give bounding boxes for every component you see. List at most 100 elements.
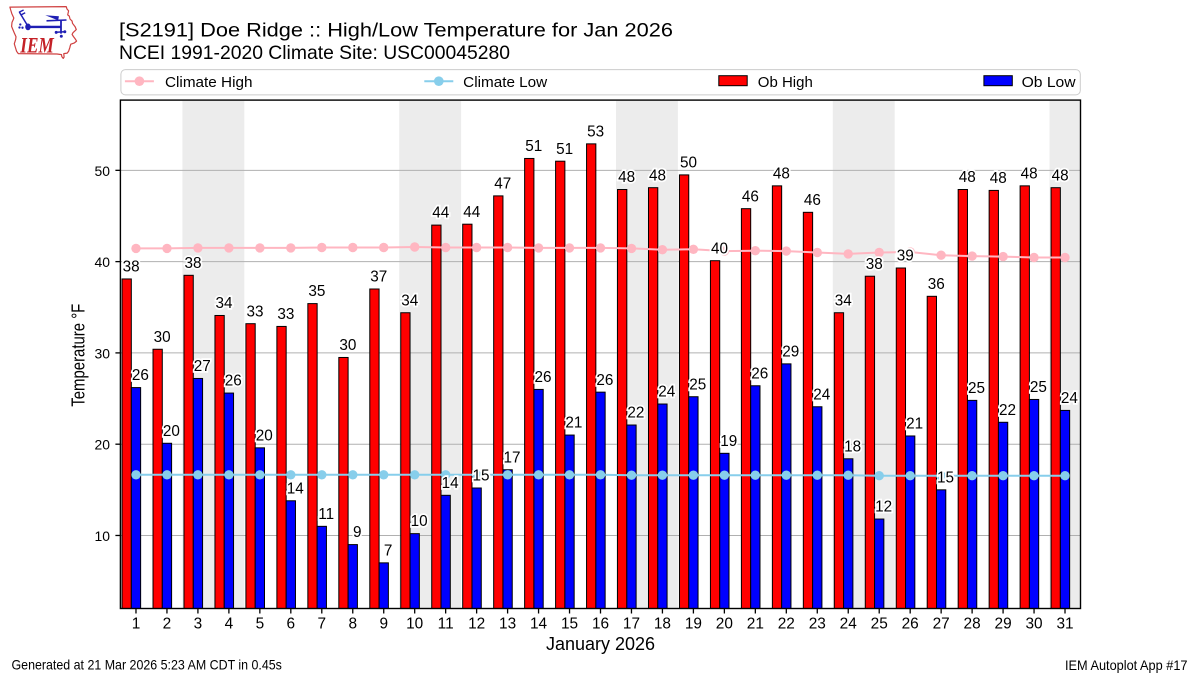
svg-text:9: 9: [379, 615, 388, 632]
svg-text:17: 17: [623, 615, 640, 632]
svg-text:26: 26: [751, 365, 768, 382]
svg-text:30: 30: [95, 345, 111, 361]
svg-text:26: 26: [225, 373, 242, 390]
svg-text:26: 26: [132, 367, 149, 384]
svg-text:[S2191] Doe Ridge :: High/Low: [S2191] Doe Ridge :: High/Low Temperatur…: [119, 19, 673, 41]
svg-text:50: 50: [95, 163, 111, 179]
svg-text:20: 20: [256, 427, 273, 444]
svg-text:20: 20: [716, 615, 733, 632]
svg-text:15: 15: [561, 615, 578, 632]
svg-text:22: 22: [999, 402, 1016, 419]
svg-text:11: 11: [318, 506, 334, 523]
svg-text:8: 8: [348, 615, 357, 632]
svg-text:29: 29: [995, 615, 1012, 632]
svg-text:26: 26: [902, 615, 919, 632]
svg-text:3: 3: [194, 615, 203, 632]
svg-text:48: 48: [1052, 167, 1069, 184]
svg-text:IEM Autoplot App #17: IEM Autoplot App #17: [1065, 657, 1188, 673]
svg-text:37: 37: [370, 269, 387, 286]
svg-text:NCEI 1991-2020 Climate Site: U: NCEI 1991-2020 Climate Site: USC00045280: [119, 42, 510, 64]
svg-text:12: 12: [468, 615, 485, 632]
svg-text:48: 48: [959, 169, 976, 186]
svg-text:21: 21: [565, 415, 582, 432]
svg-text:51: 51: [525, 138, 542, 155]
svg-text:35: 35: [308, 283, 325, 300]
svg-text:1: 1: [132, 615, 141, 632]
svg-text:10: 10: [406, 615, 423, 632]
svg-text:20: 20: [95, 437, 111, 453]
svg-text:34: 34: [835, 292, 853, 309]
svg-text:28: 28: [964, 615, 981, 632]
svg-text:27: 27: [933, 615, 950, 632]
svg-text:19: 19: [720, 433, 737, 450]
svg-text:24: 24: [813, 386, 831, 403]
svg-text:40: 40: [95, 254, 111, 270]
svg-text:15: 15: [472, 468, 489, 485]
svg-text:Climate High: Climate High: [165, 74, 253, 91]
svg-text:10: 10: [95, 528, 111, 544]
svg-text:IEM: IEM: [20, 33, 55, 58]
svg-text:34: 34: [401, 292, 419, 309]
svg-text:44: 44: [463, 204, 481, 221]
svg-text:44: 44: [432, 205, 450, 222]
svg-text:38: 38: [866, 256, 883, 273]
svg-text:40: 40: [711, 240, 728, 257]
svg-text:38: 38: [123, 259, 140, 276]
svg-text:10: 10: [411, 513, 428, 530]
svg-text:39: 39: [897, 248, 914, 265]
svg-text:48: 48: [990, 170, 1007, 187]
svg-text:23: 23: [809, 615, 826, 632]
svg-text:January 2026: January 2026: [546, 634, 655, 654]
svg-text:31: 31: [1056, 615, 1073, 632]
svg-text:47: 47: [494, 176, 511, 193]
svg-text:20: 20: [163, 423, 180, 440]
svg-text:Ob High: Ob High: [758, 74, 813, 91]
svg-text:2: 2: [163, 615, 172, 632]
svg-text:Temperature °F: Temperature °F: [68, 304, 88, 407]
svg-text:36: 36: [928, 276, 945, 293]
svg-text:4: 4: [225, 615, 234, 632]
svg-text:16: 16: [592, 615, 609, 632]
svg-text:25: 25: [1030, 379, 1047, 396]
svg-text:26: 26: [596, 372, 613, 389]
svg-text:48: 48: [618, 169, 635, 186]
svg-text:26: 26: [534, 369, 551, 386]
svg-text:51: 51: [556, 141, 573, 158]
svg-text:Ob Low: Ob Low: [1022, 74, 1076, 91]
svg-text:48: 48: [1021, 166, 1038, 183]
svg-text:19: 19: [685, 615, 702, 632]
svg-text:7: 7: [384, 543, 393, 560]
svg-text:24: 24: [658, 384, 676, 401]
svg-text:18: 18: [654, 615, 671, 632]
svg-text:24: 24: [1061, 390, 1079, 407]
svg-text:14: 14: [287, 480, 305, 497]
svg-text:38: 38: [184, 255, 201, 272]
svg-text:Generated at 21 Mar 2026 5:23: Generated at 21 Mar 2026 5:23 AM CDT in …: [12, 656, 282, 672]
svg-text:34: 34: [215, 295, 233, 312]
svg-text:50: 50: [680, 155, 697, 172]
svg-text:18: 18: [844, 438, 861, 455]
svg-text:22: 22: [627, 405, 644, 422]
svg-text:46: 46: [804, 192, 821, 209]
svg-text:21: 21: [747, 615, 764, 632]
svg-text:9: 9: [353, 524, 362, 541]
svg-text:25: 25: [689, 376, 706, 393]
svg-text:Climate Low: Climate Low: [463, 74, 547, 91]
svg-text:14: 14: [530, 615, 548, 632]
svg-text:7: 7: [318, 615, 327, 632]
svg-text:14: 14: [442, 475, 460, 492]
svg-text:25: 25: [968, 380, 985, 397]
svg-text:27: 27: [194, 358, 211, 375]
svg-text:48: 48: [649, 167, 666, 184]
svg-text:12: 12: [875, 499, 892, 516]
svg-text:33: 33: [277, 306, 294, 323]
svg-text:13: 13: [499, 615, 516, 632]
svg-text:46: 46: [742, 188, 759, 205]
svg-text:15: 15: [937, 469, 954, 486]
svg-text:6: 6: [287, 615, 296, 632]
svg-text:53: 53: [587, 124, 604, 141]
svg-text:11: 11: [438, 615, 454, 632]
svg-text:24: 24: [840, 615, 858, 632]
svg-text:21: 21: [906, 416, 923, 433]
svg-text:29: 29: [782, 344, 799, 361]
